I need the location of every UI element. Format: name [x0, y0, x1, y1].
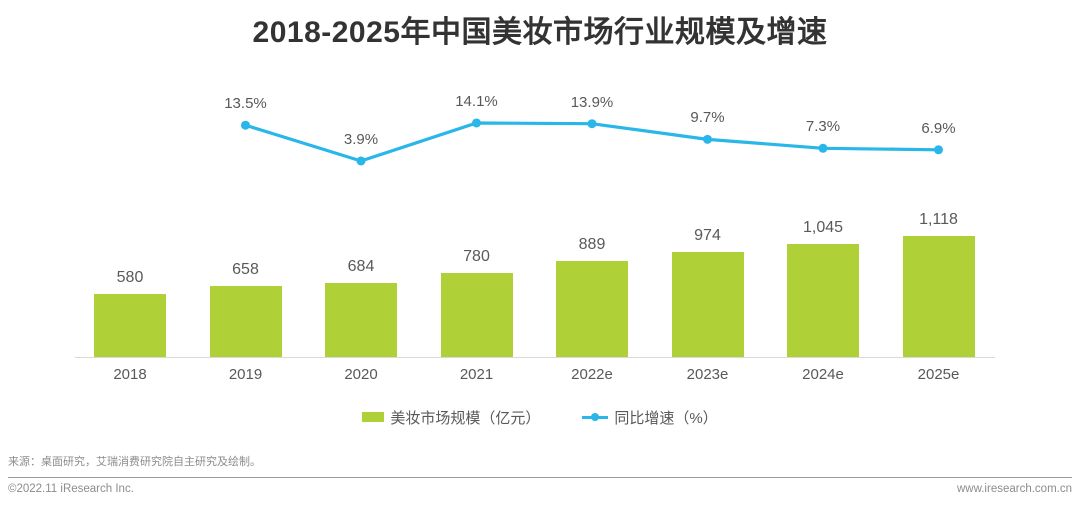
line-series-marker-icon [582, 412, 609, 422]
bar-2024e [787, 243, 859, 357]
bar-2018 [94, 294, 166, 357]
line-point-2022e [587, 119, 597, 129]
line-point-2021 [472, 118, 481, 128]
bar-2021 [440, 272, 513, 357]
line-point-2023e [703, 134, 712, 144]
bar-2023e [671, 251, 744, 357]
x-axis-label: 2023e [686, 366, 729, 383]
bar-series-swatch-icon [362, 412, 385, 422]
x-axis-label: 2018 [113, 366, 147, 383]
x-axis-label: 2024e [802, 366, 844, 383]
growth-value-label: 6.9% [921, 119, 956, 137]
bar-value-label: 974 [694, 226, 721, 244]
growth-value-label: 14.1% [455, 92, 498, 110]
growth-value-label: 7.3% [805, 118, 841, 136]
bar-value-label: 658 [232, 260, 259, 278]
bar-2025e [902, 236, 975, 357]
legend: 美妆市场规模（亿元） 同比增速（%） [0, 405, 1080, 429]
website-text: www.iresearch.com.cn [956, 483, 1072, 495]
line-point-2019 [241, 120, 250, 130]
bar-2019 [209, 285, 282, 357]
growth-value-label: 13.9% [570, 93, 614, 111]
x-axis-line [75, 357, 995, 358]
bar-series-label: 美妆市场规模（亿元） [390, 409, 541, 427]
growth-value-label: 9.7% [690, 109, 725, 127]
chart-title: 2018-2025年中国美妆市场行业规模及增速 [252, 16, 828, 49]
line-point-2025e [934, 145, 943, 155]
legend-item-bar: 美妆市场规模（亿元） [362, 407, 540, 428]
legend-item-line: 同比增速（%） [582, 407, 718, 428]
footer-divider [8, 477, 1072, 478]
growth-value-label: 3.9% [343, 130, 379, 148]
copyright-text: ©2022.11 iResearch Inc. [8, 483, 134, 495]
bar-value-label: 1,118 [919, 211, 958, 229]
bar-value-label: 684 [347, 257, 375, 275]
x-axis-label: 2021 [459, 366, 494, 383]
bar-value-label: 580 [116, 269, 144, 287]
growth-value-label: 13.5% [224, 95, 267, 113]
line-series-label: 同比增速（%） [614, 409, 718, 427]
x-axis-label: 2019 [228, 366, 263, 383]
x-axis-label: 2025e [917, 366, 960, 383]
x-axis-label: 2022e [571, 366, 613, 383]
bar-value-label: 780 [463, 247, 490, 265]
x-axis-label: 2020 [344, 366, 378, 383]
bar-value-label: 889 [578, 235, 606, 253]
source-note: 来源：桌面研究，艾瑞消费研究院自主研究及绘制。 [8, 456, 261, 468]
bar-2020 [325, 282, 397, 357]
line-point-2024e [818, 143, 828, 153]
line-point-2020 [356, 156, 366, 166]
bar-value-label: 1,045 [802, 218, 844, 236]
bar-2022e [556, 260, 628, 357]
